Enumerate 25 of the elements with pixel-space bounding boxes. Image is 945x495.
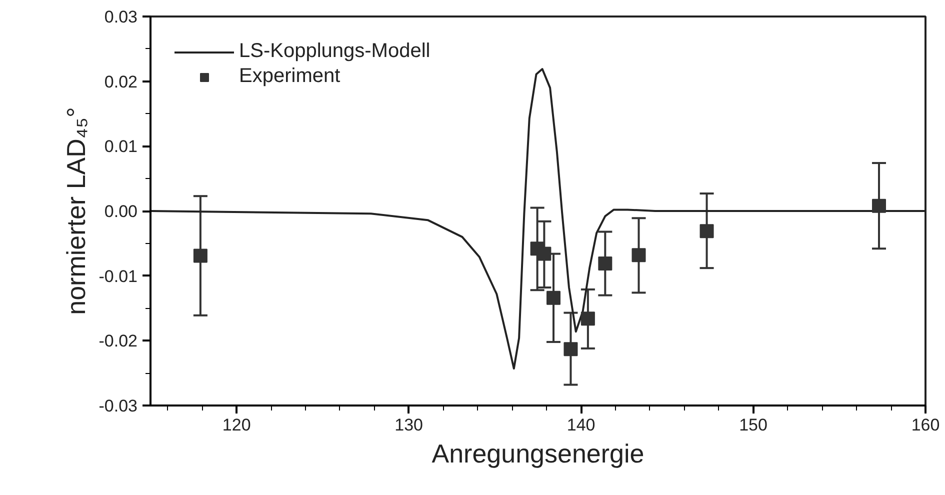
legend-label: LS-Kopplungs-Modell bbox=[239, 40, 430, 63]
point bbox=[537, 246, 552, 261]
legend-label: Experiment bbox=[239, 65, 340, 88]
x-tick-label: 150 bbox=[739, 416, 768, 434]
point bbox=[193, 248, 208, 263]
point bbox=[872, 198, 886, 213]
y-tick-label: 0.01 bbox=[104, 137, 138, 156]
point bbox=[632, 248, 646, 262]
point bbox=[564, 342, 578, 356]
point bbox=[580, 312, 595, 326]
point bbox=[700, 224, 714, 238]
y-tick-label: 0.02 bbox=[104, 72, 138, 92]
x-tick-label: 130 bbox=[394, 416, 424, 434]
point bbox=[546, 290, 560, 305]
y-tick-label: -0.01 bbox=[98, 266, 138, 286]
y-tick-label: -0.02 bbox=[98, 332, 138, 351]
y-tick-label: 0.03 bbox=[104, 8, 138, 26]
x-axis-title: Anregungsenergie bbox=[432, 438, 644, 468]
y-axis-title: normierter LAD₄₅° bbox=[60, 107, 91, 315]
y-tick-label: 0.00 bbox=[104, 202, 138, 221]
point bbox=[598, 256, 612, 271]
x-tick-label: 160 bbox=[911, 416, 940, 434]
y-tick-label: -0.03 bbox=[98, 396, 138, 416]
x-tick-label: 140 bbox=[566, 416, 596, 434]
x-tick-label: 120 bbox=[222, 416, 251, 434]
